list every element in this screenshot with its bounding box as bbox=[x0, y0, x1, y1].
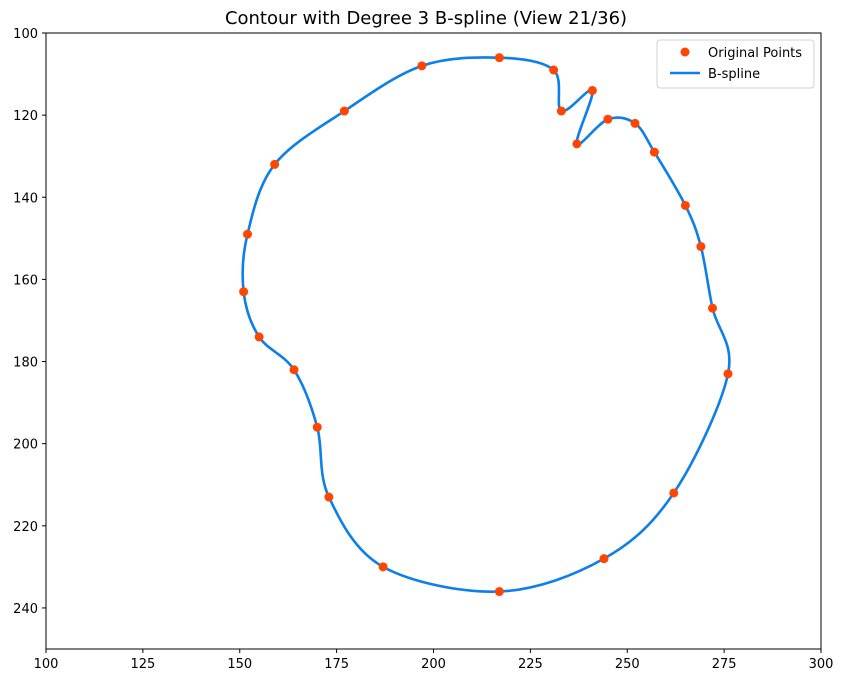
legend-label-original-points: Original Points bbox=[708, 46, 802, 61]
original-point bbox=[680, 200, 690, 210]
original-point bbox=[649, 147, 659, 157]
original-point bbox=[556, 106, 566, 116]
y-tick-label: 180 bbox=[13, 356, 38, 371]
original-point bbox=[603, 114, 613, 124]
y-tick-label: 100 bbox=[13, 27, 38, 42]
x-tick-label: 200 bbox=[421, 657, 446, 672]
original-point bbox=[494, 587, 504, 597]
original-point bbox=[324, 492, 334, 502]
original-point bbox=[549, 65, 559, 75]
original-point bbox=[289, 365, 299, 375]
original-point bbox=[417, 61, 427, 71]
original-point bbox=[572, 139, 582, 149]
legend: Original Points B-spline bbox=[656, 39, 815, 89]
axes-frame bbox=[45, 32, 822, 650]
y-tick-label: 140 bbox=[13, 191, 38, 206]
chart-title: Contour with Degree 3 B-spline (View 21/… bbox=[225, 8, 627, 29]
original-point bbox=[494, 53, 504, 63]
original-point bbox=[599, 554, 609, 564]
legend-box bbox=[656, 39, 815, 89]
original-point bbox=[587, 85, 597, 95]
original-point bbox=[339, 106, 349, 116]
x-tick-label: 175 bbox=[324, 657, 349, 672]
original-point bbox=[696, 242, 706, 252]
y-tick-label: 220 bbox=[13, 520, 38, 535]
original-point bbox=[669, 488, 679, 498]
original-point bbox=[708, 303, 717, 313]
original-point bbox=[378, 562, 388, 572]
y-tick-label: 160 bbox=[13, 273, 38, 288]
y-tick-label: 120 bbox=[13, 109, 38, 124]
x-tick-label: 150 bbox=[227, 657, 252, 672]
x-tick-label: 125 bbox=[130, 657, 155, 672]
axes-layer: 100 125 150 175 200 225 250 275 300 100 120 140 160 1… bbox=[13, 27, 833, 672]
original-point bbox=[312, 422, 322, 432]
points-layer bbox=[239, 53, 733, 597]
y-tick-label: 240 bbox=[13, 602, 38, 617]
plot-area bbox=[46, 33, 821, 649]
x-tick-label: 225 bbox=[518, 657, 543, 672]
legend-marker-original-points bbox=[680, 47, 690, 57]
original-point bbox=[270, 159, 280, 169]
legend-label-bspline: B-spline bbox=[708, 67, 760, 82]
original-point bbox=[239, 287, 249, 297]
original-point bbox=[254, 332, 264, 342]
x-tick-label: 250 bbox=[615, 657, 640, 672]
original-point bbox=[243, 229, 252, 239]
x-tick-label: 100 bbox=[34, 657, 59, 672]
original-point bbox=[630, 118, 640, 128]
plot-background bbox=[46, 33, 821, 649]
x-tick-label: 300 bbox=[809, 657, 834, 672]
y-tick-label: 200 bbox=[13, 438, 38, 453]
x-tick-label: 275 bbox=[712, 657, 737, 672]
original-point bbox=[723, 369, 733, 379]
